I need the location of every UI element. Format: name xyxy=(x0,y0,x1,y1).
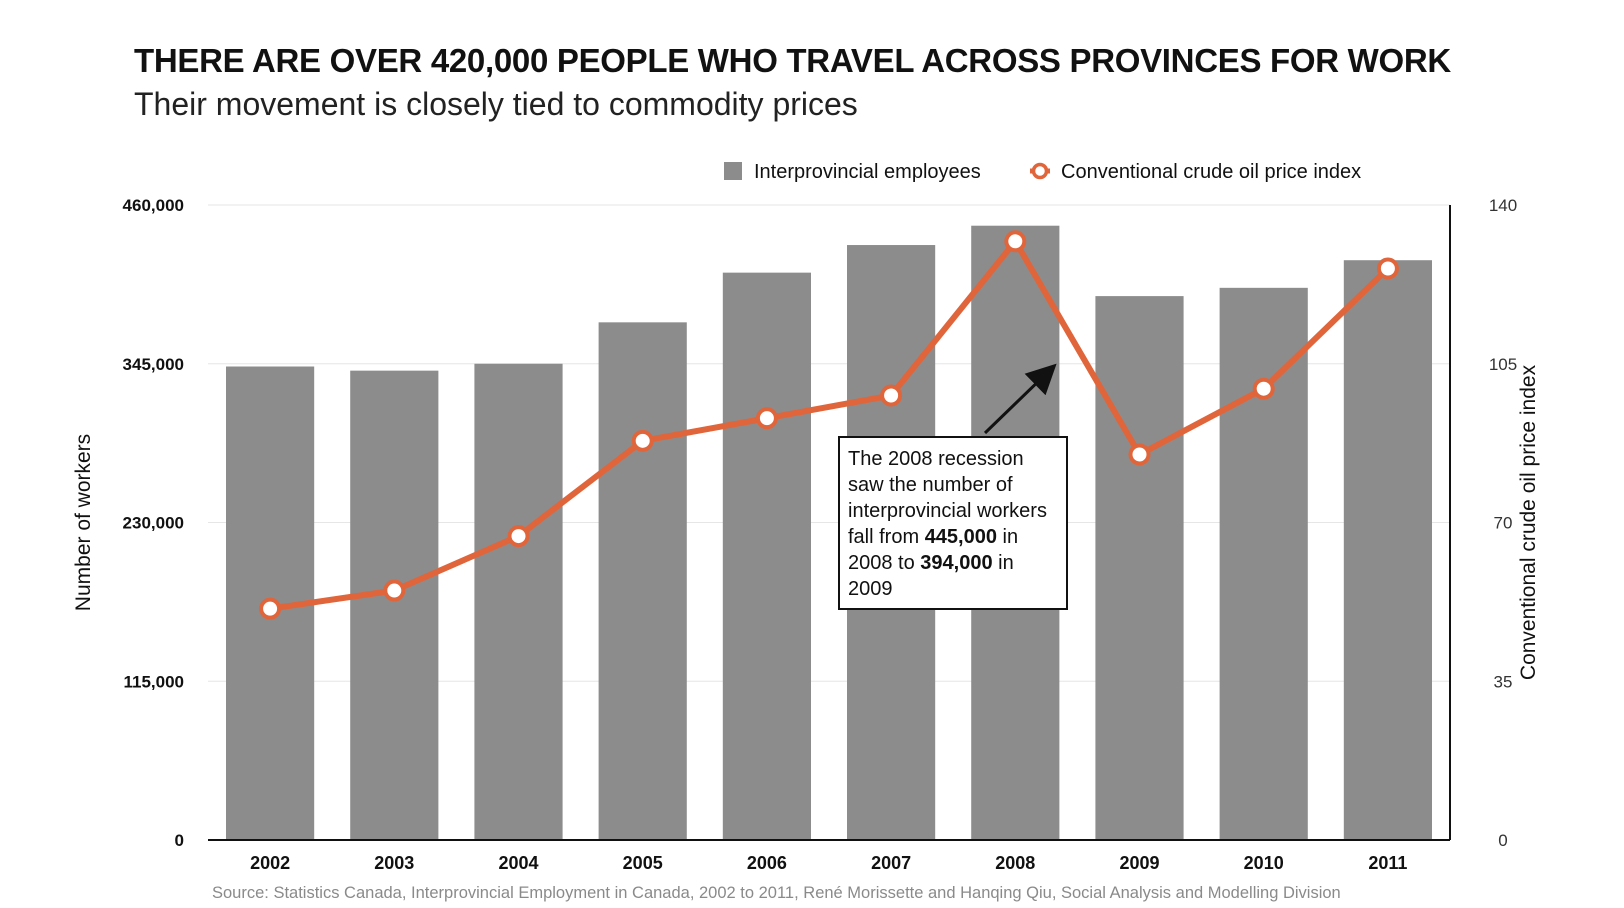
x-tick-label: 2011 xyxy=(1368,853,1407,873)
line-point xyxy=(631,429,654,452)
bar xyxy=(598,322,687,841)
x-tick-label: 2005 xyxy=(623,853,663,873)
annotation-value-2008: 445,000 xyxy=(924,526,997,548)
annotation-arrow xyxy=(983,363,1057,435)
y2-axis-title: Conventional crude oil price index xyxy=(1517,364,1540,680)
annotation-box: The 2008 recession saw the number of int… xyxy=(838,436,1068,610)
y2-tick-label: 0 xyxy=(1498,831,1507,850)
chart-subtitle: Their movement is closely tied to commod… xyxy=(134,86,858,122)
bar xyxy=(474,363,563,840)
bar xyxy=(722,272,811,840)
x-tick-label: 2002 xyxy=(250,853,290,873)
x-tick-label: 2007 xyxy=(871,853,911,873)
x-tick-label: 2006 xyxy=(747,853,787,873)
chart-title: THERE ARE OVER 420,000 PEOPLE WHO TRAVEL… xyxy=(134,42,1451,79)
legend-swatch-bar xyxy=(724,162,742,180)
y-tick-label: 345,000 xyxy=(123,355,184,374)
line-point xyxy=(1004,230,1027,253)
axes: 0 0 115,000 35 230,000 70 345,000 105 460,000 140… xyxy=(72,196,1540,873)
x-tick-label: 2003 xyxy=(374,853,414,873)
line-point xyxy=(880,384,903,407)
y2-tick-label: 35 xyxy=(1494,672,1513,691)
legend-label-bar: Interprovincial employees xyxy=(754,161,981,183)
annotation-text-mid: in 2008 to xyxy=(848,526,1019,574)
line-point xyxy=(507,525,530,548)
y-tick-label: 0 xyxy=(175,831,184,850)
line-point xyxy=(1376,257,1399,280)
line-point xyxy=(259,597,282,620)
bar-series xyxy=(226,225,1432,841)
y2-tick-label: 70 xyxy=(1494,514,1513,533)
bar xyxy=(1219,287,1308,841)
y-tick-label: 230,000 xyxy=(123,514,184,533)
x-tick-label: 2004 xyxy=(498,853,538,873)
y2-tick-label: 140 xyxy=(1489,196,1517,215)
y-axis-title: Number of workers xyxy=(72,434,95,611)
legend: Interprovincial employees Conventional cr… xyxy=(724,161,1361,183)
x-tick-label: 2009 xyxy=(1119,853,1159,873)
bar xyxy=(350,370,439,840)
line-point xyxy=(1128,443,1151,466)
line-point xyxy=(755,407,778,430)
y-tick-label: 460,000 xyxy=(123,196,184,215)
x-tick-label: 2008 xyxy=(995,853,1035,873)
annotation-value-2009: 394,000 xyxy=(920,552,993,574)
y2-tick-label: 105 xyxy=(1489,355,1517,374)
x-tick-label: 2010 xyxy=(1244,853,1284,873)
line-series xyxy=(259,230,1399,620)
oil-price-line xyxy=(267,238,1391,612)
y-tick-label: 115,000 xyxy=(123,672,184,691)
legend-label-line: Conventional crude oil price index xyxy=(1061,161,1361,183)
line-point xyxy=(383,579,406,602)
legend-swatch-marker xyxy=(1031,162,1049,180)
annotation-text: The 2008 recession saw the number of int… xyxy=(848,448,1047,548)
bar xyxy=(1095,296,1184,840)
annotation-text-end: in 2009 xyxy=(848,552,1014,600)
line-point xyxy=(1252,377,1275,400)
source-note: Source: Statistics Canada, Interprovinci… xyxy=(212,884,1341,902)
bar xyxy=(1343,260,1432,840)
